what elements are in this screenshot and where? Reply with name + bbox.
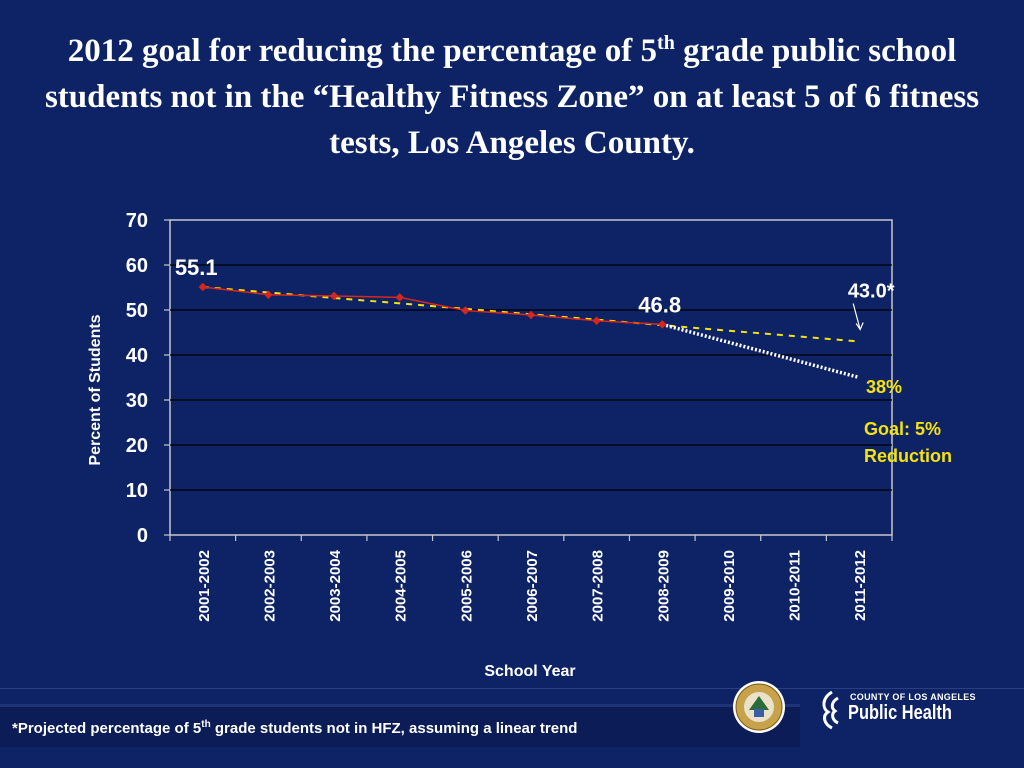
footnote: *Projected percentage of 5th grade stude… — [12, 719, 577, 737]
data-label-2008: 46.8 — [638, 292, 681, 317]
logo-county-text: COUNTY OF LOS ANGELES — [850, 692, 976, 702]
x-tick-label: 2011-2012 — [852, 550, 869, 621]
x-tick-label: 2007-2008 — [590, 550, 607, 622]
data-point — [264, 290, 273, 299]
goal-label-line1: Goal: 5% — [864, 419, 941, 439]
public-health-mark-icon — [822, 690, 839, 730]
data-point — [658, 320, 667, 329]
y-tick-label: 20 — [126, 435, 148, 457]
y-tick-label: 10 — [126, 480, 148, 502]
public-health-logo: COUNTY OF LOS ANGELES Public Health — [818, 688, 976, 736]
data-point — [329, 291, 339, 301]
data-point — [592, 316, 601, 326]
goal-line-dotted-white — [661, 322, 860, 380]
footnote-superscript: th — [201, 719, 211, 730]
data-label-projected: 43.0* — [848, 281, 895, 303]
goal-percent-label: 38% — [866, 377, 902, 397]
data-point — [526, 310, 536, 320]
x-tick-label: 2008-2009 — [655, 550, 672, 622]
arrow-head — [855, 322, 864, 331]
x-tick-label: 2005-2006 — [458, 550, 475, 622]
annotation-arrow — [852, 303, 861, 330]
y-tick-label: 60 — [126, 255, 148, 277]
title-text-1: 2012 goal for reducing the percentage of… — [67, 33, 658, 69]
x-tick-label: 2004-2005 — [393, 550, 410, 622]
y-axis-label: Percent of Students — [87, 314, 104, 465]
data-point — [461, 306, 470, 315]
x-tick-label: 2010-2011 — [787, 550, 804, 621]
observed-line-red — [202, 286, 663, 326]
y-tick-label: 30 — [126, 390, 148, 412]
line-chart: 0 10 20 30 40 50 60 70 2001-2002 2002-2003 2003-2… — [87, 210, 952, 680]
data-point — [395, 293, 404, 302]
data-point — [198, 282, 208, 292]
plot-frame — [169, 219, 893, 536]
x-axis-ticks: 2001-2002 2002-2003 2003-2004 2004-2005 2005… — [169, 535, 893, 622]
annotations: 55.1 46.8 43.0* 38% Goal: 5% Reduction — [175, 255, 952, 466]
footnote-bar: *Projected percentage of 5th grade stude… — [0, 704, 800, 747]
series-lines — [198, 282, 860, 380]
county-seal-logo — [733, 681, 785, 733]
page-title: 2012 goal for reducing the percentage of… — [20, 28, 1004, 166]
x-tick-label: 2003-2004 — [327, 549, 344, 621]
data-label-2001: 55.1 — [175, 255, 218, 280]
goal-label-line2: Reduction — [864, 446, 952, 466]
x-tick-label: 2006-2007 — [524, 550, 541, 622]
footnote-text-2: grade students not in HFZ, assuming a li… — [210, 720, 578, 737]
title-text-2: grade public school students not in the … — [44, 33, 980, 161]
y-tick-label: 50 — [126, 300, 148, 322]
x-tick-label: 2001-2002 — [196, 550, 213, 622]
y-tick-label: 40 — [126, 345, 148, 367]
y-axis-ticks: 0 10 20 30 40 50 60 70 — [126, 210, 170, 547]
title-superscript: th — [657, 32, 675, 54]
footer-divider — [0, 688, 1024, 689]
x-axis-label: School Year — [484, 663, 575, 680]
footnote-text-1: *Projected percentage of 5 — [12, 720, 202, 737]
y-tick-label: 70 — [126, 210, 148, 232]
logo-public-health-text: Public Health — [848, 702, 952, 724]
x-tick-label: 2002-2003 — [261, 550, 278, 622]
plot-area — [169, 219, 893, 536]
y-tick-label: 0 — [137, 525, 148, 547]
x-tick-label: 2009-2010 — [721, 550, 738, 622]
